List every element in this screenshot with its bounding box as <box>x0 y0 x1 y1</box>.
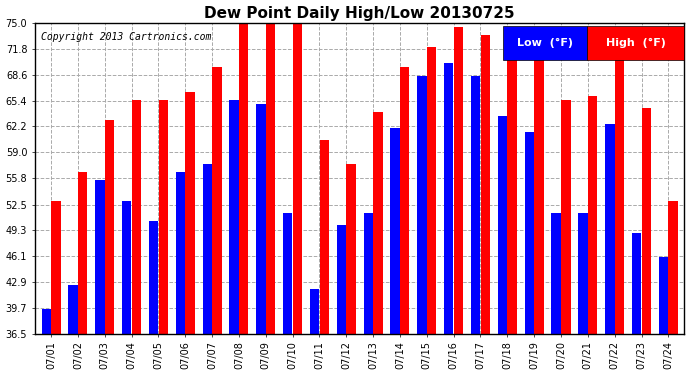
Bar <box>229 100 239 334</box>
Bar <box>642 108 651 334</box>
Bar <box>239 23 248 334</box>
Bar <box>149 221 158 334</box>
Bar <box>132 100 141 334</box>
Bar <box>497 116 507 334</box>
Text: Copyright 2013 Cartronics.com: Copyright 2013 Cartronics.com <box>41 32 212 42</box>
Title: Dew Point Daily High/Low 20130725: Dew Point Daily High/Low 20130725 <box>204 6 515 21</box>
Bar <box>266 19 275 334</box>
Bar <box>669 201 678 334</box>
Text: Low  (°F): Low (°F) <box>517 38 573 48</box>
Bar <box>534 47 544 334</box>
Bar <box>283 213 293 334</box>
Bar <box>186 92 195 334</box>
Bar <box>551 213 561 334</box>
Bar <box>632 233 642 334</box>
Bar <box>391 128 400 334</box>
Bar <box>417 75 426 334</box>
Bar <box>122 201 131 334</box>
Bar <box>95 180 105 334</box>
Bar <box>293 19 302 334</box>
Bar <box>615 47 624 334</box>
Bar <box>454 27 463 334</box>
Bar <box>310 290 319 334</box>
Bar <box>213 68 221 334</box>
Bar <box>427 47 436 334</box>
FancyBboxPatch shape <box>502 26 587 60</box>
Bar <box>41 309 51 334</box>
Bar <box>346 164 356 334</box>
Bar <box>471 75 480 334</box>
Bar <box>105 120 115 334</box>
Bar <box>605 124 615 334</box>
Bar <box>373 112 383 334</box>
Bar <box>444 63 453 334</box>
Bar <box>507 35 517 334</box>
Bar <box>481 35 490 334</box>
FancyBboxPatch shape <box>587 26 684 60</box>
Bar <box>561 100 571 334</box>
Bar <box>588 96 598 334</box>
Bar <box>256 104 266 334</box>
Bar <box>176 172 185 334</box>
Bar <box>524 132 534 334</box>
Bar <box>337 225 346 334</box>
Text: High  (°F): High (°F) <box>606 38 666 48</box>
Bar <box>400 68 409 334</box>
Bar <box>578 213 588 334</box>
Bar <box>319 140 329 334</box>
Bar <box>364 213 373 334</box>
Bar <box>159 100 168 334</box>
Bar <box>51 201 61 334</box>
Bar <box>659 257 668 334</box>
Bar <box>68 285 78 334</box>
Bar <box>203 164 212 334</box>
Bar <box>78 172 88 334</box>
